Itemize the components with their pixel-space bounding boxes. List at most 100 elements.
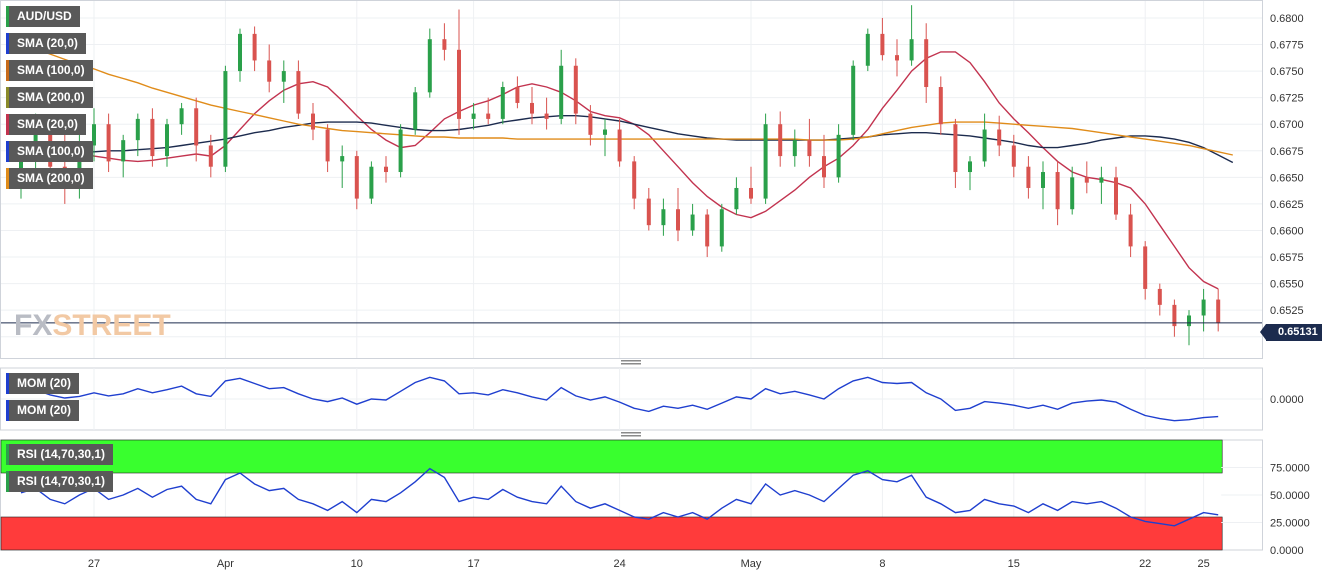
price-panel-frame	[0, 0, 1263, 359]
legend-sma-200-second[interactable]: SMA (200,0)	[6, 168, 93, 189]
legend-swatch	[6, 168, 9, 189]
candle-body	[106, 124, 111, 162]
candle-body	[880, 33, 885, 56]
price-axis-tick-label: 0.6650	[1270, 172, 1304, 184]
candle-body	[792, 140, 797, 157]
legend-label: RSI (14,70,30,1)	[17, 474, 106, 488]
candle-body	[1041, 172, 1045, 188]
candle-body	[457, 49, 461, 119]
candle-body	[646, 198, 651, 226]
rsi-axis-tick-label: 75.0000	[1270, 463, 1310, 475]
legend-sma-20-second[interactable]: SMA (20,0)	[6, 114, 86, 135]
candle-body	[1187, 315, 1191, 327]
price-axis-tick-label: 0.6625	[1270, 199, 1304, 211]
candle-body	[530, 102, 534, 114]
candle-body	[311, 113, 315, 130]
candle-body	[194, 108, 199, 146]
candle-body	[1128, 214, 1133, 247]
price-axis-tick-label: 0.6600	[1270, 225, 1304, 237]
legend-rsi[interactable]: RSI (14,70,30,1)	[6, 444, 114, 465]
candle-body	[1070, 177, 1075, 210]
candle-body	[617, 129, 622, 162]
sma-200-line	[20, 43, 1233, 156]
legend-label: SMA (20,0)	[17, 117, 78, 131]
candle-body	[92, 124, 96, 146]
legend-rsi-second[interactable]: RSI (14,70,30,1)	[6, 471, 114, 492]
candle-body	[165, 124, 169, 157]
price-axis-tick-label: 0.6525	[1270, 305, 1304, 317]
price-axis-tick-label: 0.6775	[1270, 40, 1304, 52]
candle-body	[632, 161, 637, 199]
candle-body	[676, 209, 680, 231]
candle-body	[135, 118, 140, 141]
candle-body	[1114, 177, 1118, 215]
candle-body	[661, 209, 666, 226]
price-axis-tick-label: 0.6750	[1270, 66, 1304, 78]
legend-sma-100[interactable]: SMA (100,0)	[6, 60, 93, 81]
legend-mom-second[interactable]: MOM (20)	[6, 400, 79, 421]
momentum-axis-tick-label: 0.0000	[1270, 394, 1304, 406]
candle-body	[325, 129, 330, 162]
candle-body	[895, 55, 899, 61]
legend-label: RSI (14,70,30,1)	[17, 447, 106, 461]
candle-body	[413, 92, 418, 130]
candle-body	[588, 113, 593, 135]
legend-sma-20[interactable]: SMA (20,0)	[6, 33, 86, 54]
candle-body	[836, 134, 841, 178]
legend-swatch	[6, 6, 9, 27]
date-axis-tick-label: 22	[1139, 558, 1151, 570]
legend-mom[interactable]: MOM (20)	[6, 373, 79, 394]
candle-body	[749, 187, 753, 199]
date-axis-tick-label: 27	[88, 558, 100, 570]
rsi-oversold-band	[0, 516, 1223, 551]
candle-body	[909, 39, 914, 61]
legend-label: SMA (100,0)	[17, 63, 85, 77]
legend-swatch	[6, 87, 9, 108]
legend-label: SMA (100,0)	[17, 144, 85, 158]
price-axis-tick-label: 0.6725	[1270, 93, 1304, 105]
momentum-line	[20, 376, 1219, 422]
candle-body	[1055, 172, 1060, 210]
candle-body	[1011, 145, 1016, 167]
candle-body	[515, 87, 520, 103]
candle-body	[121, 140, 126, 162]
legend-swatch	[6, 444, 9, 465]
fxstreet-watermark: FXSTREET	[14, 306, 171, 346]
legend-sma-200[interactable]: SMA (200,0)	[6, 87, 93, 108]
legend-swatch	[6, 60, 9, 81]
price-axis-tick-label: 0.6700	[1270, 119, 1304, 131]
candle-body	[427, 39, 432, 93]
candle-body	[719, 209, 724, 247]
candle-body	[924, 39, 929, 88]
rsi-axis-tick-label: 0.0000	[1270, 545, 1304, 557]
momentum-rsi-splitter-line-top	[621, 432, 641, 434]
sma-100-line	[21, 114, 1234, 164]
legend-label: MOM (20)	[17, 376, 71, 390]
legend-price-symbol[interactable]: AUD/USD	[6, 6, 80, 27]
candle-body	[734, 187, 739, 210]
current-price-tag: 0.65131	[1260, 324, 1322, 341]
sma-20-line	[20, 51, 1219, 290]
candle-body	[1143, 246, 1148, 289]
date-axis-tick-label: 10	[351, 558, 363, 570]
candle-body	[354, 156, 359, 199]
legend-label: SMA (20,0)	[17, 36, 78, 50]
candle-body	[208, 145, 213, 167]
date-axis-tick-label: 24	[613, 558, 625, 570]
candle-body	[471, 113, 476, 119]
candle-body	[705, 214, 710, 247]
price-momentum-splitter-line-top	[621, 360, 641, 362]
legend-sma-100-second[interactable]: SMA (100,0)	[6, 141, 93, 162]
legend-swatch	[6, 114, 9, 135]
legend-label: SMA (200,0)	[17, 90, 85, 104]
candle-body	[938, 87, 943, 125]
candle-body	[340, 156, 345, 162]
candle-body	[1026, 166, 1031, 188]
price-axis-tick-label: 0.6550	[1270, 279, 1304, 291]
candle-body	[500, 87, 505, 119]
legend-swatch	[6, 471, 9, 492]
candle-body	[807, 140, 812, 157]
candle-body	[778, 124, 783, 157]
candle-body	[822, 156, 826, 178]
